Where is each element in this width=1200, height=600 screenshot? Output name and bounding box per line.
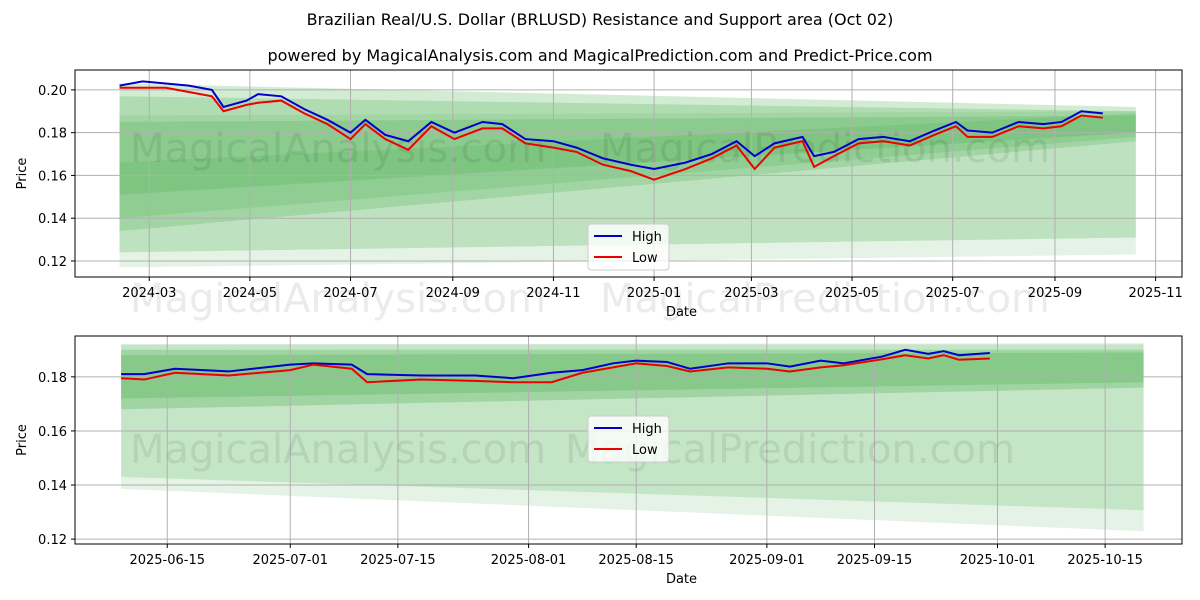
legend-label-high: High — [632, 422, 662, 437]
x-tick-label: 2025-09 — [1028, 286, 1082, 301]
x-tick-label: 2025-08-15 — [598, 553, 674, 568]
x-tick-label: 2025-01 — [627, 286, 681, 301]
y-tick-label: 0.12 — [38, 255, 67, 270]
watermark: MagicalPrediction.com — [600, 126, 1050, 172]
x-tick-label: 2024-07 — [323, 286, 377, 301]
x-tick-label: 2025-10-01 — [960, 553, 1036, 568]
watermark: MagicalAnalysis.com — [130, 276, 546, 322]
chart-subtitle: powered by MagicalAnalysis.com and Magic… — [267, 46, 933, 65]
series-line-high — [121, 348, 990, 380]
x-tick-label: 2024-05 — [223, 286, 277, 301]
watermark: MagicalAnalysis.com — [130, 126, 546, 172]
support-resistance-band — [119, 115, 1136, 195]
y-tick-label: 0.18 — [38, 127, 67, 142]
y-tick-label: 0.20 — [38, 84, 67, 99]
support-resistance-band — [121, 349, 1144, 410]
x-tick-label: 2025-06-15 — [129, 553, 205, 568]
plot-frame — [74, 69, 1183, 278]
support-resistance-band — [121, 352, 1144, 399]
y-axis-label: Price — [15, 158, 30, 190]
watermark: MagicalAnalysis.com — [130, 427, 546, 473]
x-tick-label: 2025-05 — [825, 286, 879, 301]
x-tick-label: 2024-03 — [122, 286, 176, 301]
series-line-low — [119, 86, 1103, 181]
support-resistance-band — [119, 113, 1136, 219]
x-tick-label: 2025-09-15 — [837, 553, 913, 568]
y-tick-label: 0.16 — [38, 425, 67, 440]
watermark: MagicalPrediction.com — [600, 276, 1050, 322]
chart-panel-1: 0.12 0.14 0.16 0.18 0.20 2024-03 2024-05 2024-0… — [15, 69, 1183, 322]
series-line-high — [119, 80, 1103, 171]
y-tick-label: 0.14 — [38, 212, 67, 227]
x-tick-label: 2025-07-15 — [360, 553, 436, 568]
legend-label-low: Low — [632, 443, 658, 458]
x-tick-label: 2025-07 — [926, 286, 980, 301]
y-tick-label: 0.18 — [38, 371, 67, 386]
support-resistance-band — [119, 111, 1136, 268]
legend-label-high: High — [632, 230, 662, 245]
legend: High Low — [587, 415, 670, 463]
plot-frame — [74, 335, 1183, 545]
y-axis-label: Price — [15, 424, 30, 456]
series-line-low — [121, 354, 990, 384]
x-tick-label: 2025-09-01 — [729, 553, 805, 568]
x-axis-label: Date — [666, 572, 697, 587]
x-tick-label: 2025-10-15 — [1067, 553, 1143, 568]
x-tick-label: 2025-07-01 — [252, 553, 328, 568]
legend: High Low — [587, 223, 670, 271]
x-tick-label: 2025-03 — [724, 286, 778, 301]
x-tick-label: 2025-08-01 — [491, 553, 567, 568]
legend-label-low: Low — [632, 251, 658, 266]
x-tick-label: 2024-09 — [426, 286, 480, 301]
chart-title: Brazilian Real/U.S. Dollar (BRLUSD) Resi… — [306, 10, 894, 29]
y-tick-label: 0.12 — [38, 533, 67, 548]
x-axis-label: Date — [666, 305, 697, 320]
x-tick-label: 2024-11 — [526, 286, 580, 301]
y-tick-label: 0.14 — [38, 479, 67, 494]
chart-panel-2: 0.12 0.14 0.16 0.18 2025-06-15 2025-07-01 2025… — [15, 335, 1183, 587]
x-tick-label: 2025-11 — [1128, 286, 1182, 301]
y-tick-label: 0.16 — [38, 169, 67, 184]
